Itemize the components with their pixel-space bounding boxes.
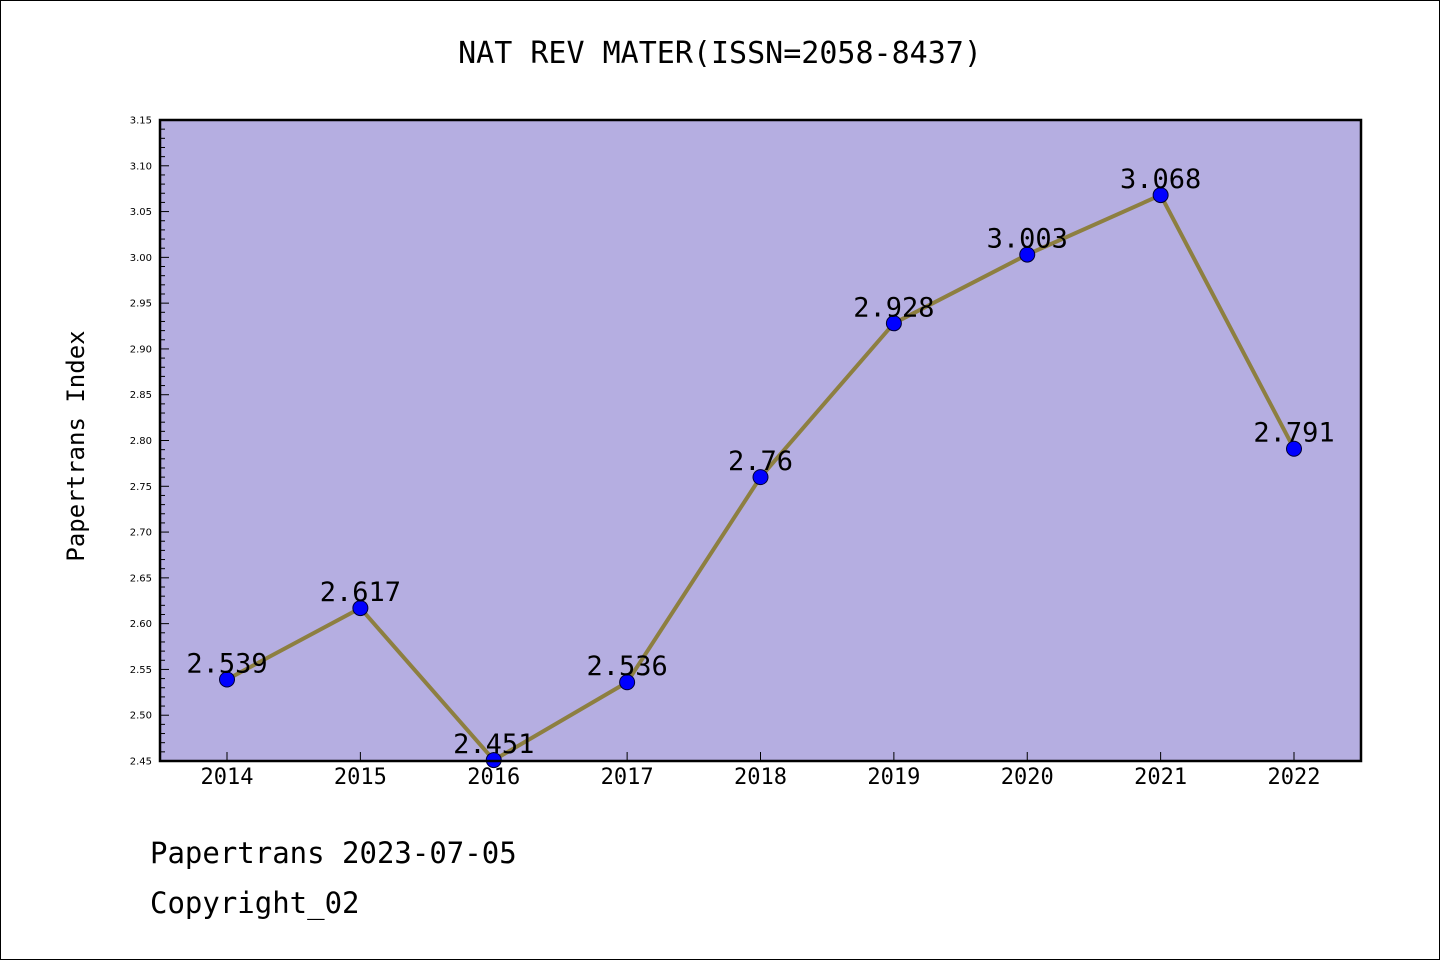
y-tick-label: 2.85	[130, 390, 152, 401]
data-label: 2.791	[1253, 418, 1334, 449]
data-markers	[219, 187, 1302, 769]
data-point	[885, 315, 902, 332]
data-label: 2.76	[728, 446, 793, 477]
data-point	[1286, 440, 1302, 457]
x-tick-label: 2019	[867, 765, 920, 790]
x-tick-label: 2022	[1268, 765, 1321, 790]
data-label: 3.068	[1120, 164, 1201, 195]
y-tick-label: 2.55	[130, 665, 152, 676]
y-tick-label: 3.00	[130, 253, 152, 264]
y-tick-label: 3.10	[130, 161, 152, 172]
y-tick-label: 2.65	[130, 573, 152, 584]
footer-copyright: Copyright_02	[150, 886, 360, 920]
data-label: 3.003	[987, 224, 1068, 255]
x-tick-label: 2015	[334, 765, 387, 790]
y-tick-label: 2.80	[130, 436, 152, 447]
y-tick-label: 2.90	[130, 344, 152, 355]
chart-title: NAT REV MATER(ISSN=2058-8437)	[458, 36, 982, 71]
x-tick-label: 2020	[1001, 765, 1054, 790]
data-label: 2.536	[586, 651, 667, 682]
y-tick-label: 2.75	[130, 482, 152, 493]
data-label: 2.928	[853, 292, 934, 323]
data-point	[752, 469, 769, 486]
data-label: 2.539	[186, 649, 267, 680]
x-tick-label: 2018	[734, 765, 787, 790]
x-tick-label: 2016	[467, 765, 520, 790]
x-tick-label: 2017	[601, 765, 654, 790]
y-tick-label: 2.95	[130, 299, 152, 310]
y-tick-label: 2.45	[130, 757, 152, 768]
plot-area	[160, 120, 1361, 761]
data-label: 2.617	[320, 577, 401, 608]
y-tick-label: 3.15	[130, 116, 152, 127]
y-axis-ticks: 2.45 2.50 2.55 2.60 2.65 2.70 2.75 2.80 2.85 2.90…	[130, 116, 169, 768]
y-tick-label: 2.70	[130, 528, 152, 539]
data-label: 2.451	[453, 729, 534, 760]
data-point	[619, 674, 636, 691]
data-point	[1152, 187, 1169, 204]
y-tick-label: 2.60	[130, 619, 152, 630]
data-point	[219, 671, 235, 688]
x-tick-label: 2014	[201, 765, 254, 790]
data-point	[352, 600, 369, 617]
x-tick-label: 2021	[1134, 765, 1187, 790]
x-axis-ticks: 2014 2015 2016 2017 2018 2019 2020 2021 2022	[201, 752, 1321, 790]
data-point	[1019, 246, 1036, 263]
plot-border	[158, 118, 1363, 763]
data-labels: 2.539 2.617 2.451 2.536 2.76 2.928 3.003 3.068 2…	[186, 164, 1334, 760]
y-tick-label: 2.50	[130, 711, 152, 722]
footer-date: Papertrans 2023-07-05	[150, 836, 517, 870]
y-tick-label: 3.05	[130, 207, 152, 218]
